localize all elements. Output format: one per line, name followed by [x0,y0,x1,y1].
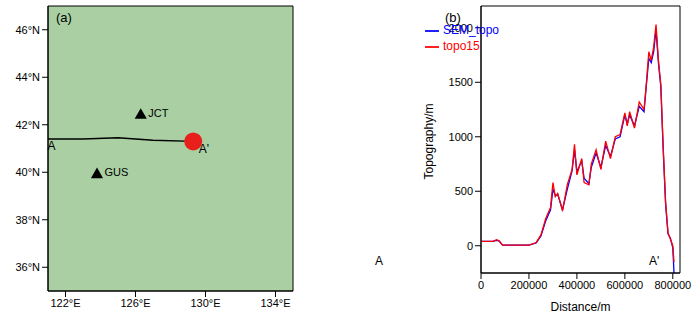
svg-text:0: 0 [467,240,473,252]
svg-text:A: A [47,139,55,153]
svg-text:1000: 1000 [449,131,473,143]
svg-text:GUS: GUS [104,166,128,178]
svg-text:200000: 200000 [511,279,548,291]
svg-text:36°N: 36°N [15,261,40,273]
svg-text:400000: 400000 [559,279,596,291]
svg-text:Distance/m: Distance/m [550,300,610,314]
svg-text:46°N: 46°N [15,24,40,36]
svg-text:42°N: 42°N [15,119,40,131]
svg-text:JCT: JCT [148,107,168,119]
svg-text:44°N: 44°N [15,71,40,83]
svg-text:600000: 600000 [606,279,643,291]
svg-text:800000: 800000 [654,279,691,291]
svg-text:126°E: 126°E [120,297,150,309]
svg-text:A': A' [199,142,209,156]
svg-text:122°E: 122°E [50,297,80,309]
svg-text:40°N: 40°N [15,166,40,178]
svg-text:130°E: 130°E [190,297,220,309]
svg-text:134°E: 134°E [260,297,290,309]
svg-text:500: 500 [455,185,473,197]
svg-text:Topography/m: Topography/m [422,103,436,179]
svg-text:0: 0 [478,279,484,291]
svg-text:1500: 1500 [449,76,473,88]
svg-text:38°N: 38°N [15,214,40,226]
